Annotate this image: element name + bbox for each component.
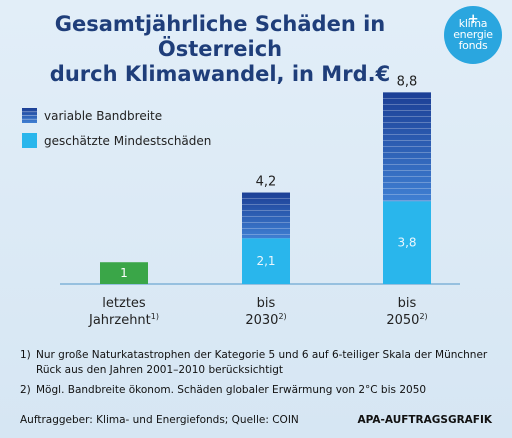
klimafonds-logo: klima energie fonds + <box>444 6 502 64</box>
category-label-0-line2: Jahrzehnt1) <box>88 312 159 328</box>
segment-label-1: 2,1 <box>256 254 275 268</box>
legend-band-swatch <box>22 108 37 123</box>
footer: Auftraggeber: Klima- und Energiefonds; Q… <box>20 414 500 426</box>
bar-min-1 <box>242 238 290 284</box>
category-note-1: 2) <box>278 312 286 321</box>
bar-chart: variable Bandbreite geschätzte Mindestsch… <box>22 74 460 328</box>
category-note-2: 2) <box>419 312 427 321</box>
chart-title: Gesamtjährliche Schäden in Österreich du… <box>0 12 440 87</box>
category-label-2-line2: 20502) <box>386 312 427 328</box>
category-note-0: 1) <box>151 312 159 321</box>
legend-min-label: geschätzte Mindestschäden <box>44 134 211 148</box>
total-label-1: 4,2 <box>256 175 277 190</box>
bar-min-0 <box>100 262 148 284</box>
total-label-2: 8,8 <box>397 74 418 89</box>
logo-plus-icon: + <box>467 12 479 27</box>
footnote-2: 2) Mögl. Bandbreite ökonom. Schäden glob… <box>20 383 500 398</box>
category-label-1-line2: 20302) <box>245 312 286 328</box>
title-line-2: durch Klimawandel, in Mrd.€ <box>49 62 391 86</box>
logo-text-3: fonds <box>458 39 488 52</box>
title-line-1: Gesamtjährliche Schäden in Österreich <box>54 12 386 61</box>
footnote-2-text: Mögl. Bandbreite ökonom. Schäden globale… <box>36 384 427 396</box>
bar-band-1 <box>242 192 290 239</box>
bar-min-2 <box>383 201 431 284</box>
legend-min-swatch <box>22 133 37 148</box>
footnote-2-number: 2) <box>20 384 31 396</box>
credit-text: APA-AUFTRAGSGRAFIK <box>357 414 492 426</box>
bar-band-2 <box>383 92 431 202</box>
footnote-1-text: Nur große Naturkatastrophen der Kategori… <box>36 349 488 376</box>
footnote-1-number: 1) <box>20 349 31 361</box>
logo-text-1: klima <box>458 17 488 30</box>
category-label-1-line1: bis <box>257 296 276 311</box>
footnotes: 1) Nur große Naturkatastrophen der Kateg… <box>20 348 500 403</box>
footnote-1: 1) Nur große Naturkatastrophen der Kateg… <box>20 348 500 378</box>
segment-label-2: 3,8 <box>397 236 416 250</box>
segment-label-0: 1 <box>120 266 128 280</box>
legend-band-label: variable Bandbreite <box>44 109 162 123</box>
category-label-2-line1: bis <box>398 296 417 311</box>
category-label-0-line1: letztes <box>102 296 146 311</box>
logo-text-2: energie <box>453 28 493 41</box>
source-text: Auftraggeber: Klima- und Energiefonds; Q… <box>20 414 299 426</box>
